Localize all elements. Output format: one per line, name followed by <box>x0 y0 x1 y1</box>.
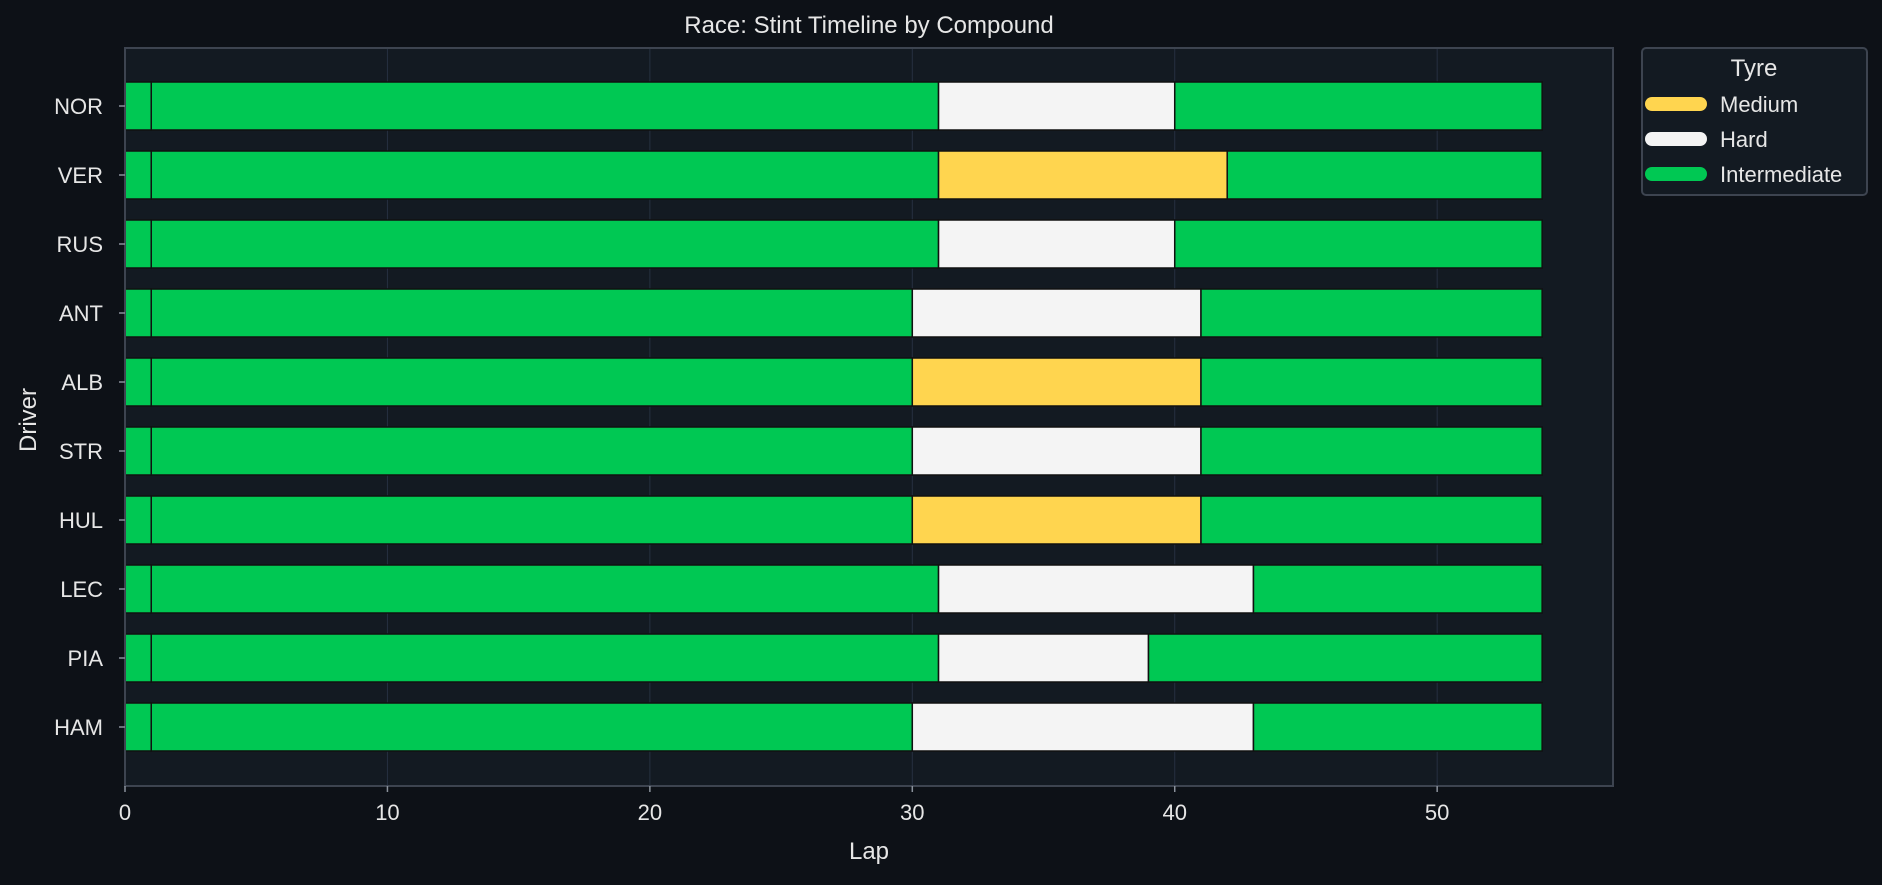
stint-bar <box>911 702 1255 752</box>
stint-bar <box>124 564 152 614</box>
stint-bar <box>124 288 152 338</box>
legend-label: Hard <box>1720 127 1768 152</box>
stint-bar <box>937 564 1255 614</box>
stint-bar <box>1173 219 1543 269</box>
stint-bar <box>124 219 152 269</box>
driver-row-ant <box>124 288 1543 338</box>
stint-bar <box>150 702 914 752</box>
x-tick-label: 50 <box>1425 800 1449 825</box>
stint-bar <box>937 633 1150 683</box>
stint-bar <box>1173 81 1543 131</box>
driver-row-ver <box>124 150 1543 200</box>
stint-bar <box>150 495 914 545</box>
x-axis-ticks: 0 10 20 30 40 50 <box>119 786 1449 825</box>
stint-bar <box>937 150 1228 200</box>
driver-row-nor <box>124 81 1543 131</box>
driver-row-ham <box>124 702 1543 752</box>
y-tick-label: NOR <box>54 94 103 119</box>
legend-entry: Hard <box>1645 127 1768 152</box>
stint-bar <box>1200 357 1543 407</box>
stint-bar <box>1147 633 1543 683</box>
x-tick-label: 0 <box>119 800 131 825</box>
legend-entry: Intermediate <box>1645 162 1842 187</box>
stint-bar <box>911 426 1202 476</box>
stint-bar <box>124 426 152 476</box>
x-tick-label: 10 <box>375 800 399 825</box>
legend-entry: Medium <box>1645 92 1798 117</box>
legend-title: Tyre <box>1731 55 1778 82</box>
legend: Tyre Medium Hard Intermediate <box>1641 47 1868 196</box>
legend-label: Intermediate <box>1720 162 1842 187</box>
stint-bar <box>911 288 1202 338</box>
y-axis-label: Driver <box>15 388 42 452</box>
y-tick-label: STR <box>59 439 103 464</box>
y-axis-ticks: NOR VER RUS ANT ALB STR HUL LEC PIA HAM <box>54 94 125 740</box>
legend-label: Medium <box>1720 92 1798 117</box>
stint-bar <box>150 633 940 683</box>
x-tick-label: 20 <box>638 800 662 825</box>
stint-bar <box>937 81 1176 131</box>
legend-entries: Medium Hard Intermediate <box>1645 92 1842 187</box>
driver-row-lec <box>124 564 1543 614</box>
stint-bar <box>150 357 914 407</box>
stint-bar <box>150 219 940 269</box>
x-axis-label: Lap <box>849 838 889 865</box>
stint-bar <box>124 357 152 407</box>
driver-row-rus <box>124 219 1543 269</box>
driver-row-pia <box>124 633 1543 683</box>
plot-frame <box>124 47 1614 787</box>
stint-bar <box>937 219 1176 269</box>
stint-bar <box>1200 495 1543 545</box>
stint-bar <box>150 288 914 338</box>
y-tick-label: ANT <box>59 301 103 326</box>
stint-bar <box>150 564 940 614</box>
legend-frame <box>1641 47 1868 196</box>
stint-bar <box>124 81 152 131</box>
stint-bar <box>1200 426 1543 476</box>
stint-bar <box>124 495 152 545</box>
stint-bar <box>150 81 940 131</box>
stint-bar <box>124 633 152 683</box>
stint-bar <box>911 495 1202 545</box>
bars-layer <box>124 81 1543 752</box>
driver-row-str <box>124 426 1543 476</box>
driver-row-hul <box>124 495 1543 545</box>
stint-bar <box>150 150 940 200</box>
stint-bar <box>1200 288 1543 338</box>
y-tick-label: HUL <box>59 508 103 533</box>
stint-bar <box>124 702 152 752</box>
y-tick-label: LEC <box>60 577 103 602</box>
stint-bar <box>911 357 1202 407</box>
y-tick-label: VER <box>58 163 103 188</box>
stint-bar <box>1252 564 1543 614</box>
stint-bar <box>150 426 914 476</box>
x-tick-label: 40 <box>1162 800 1186 825</box>
chart-title: Race: Stint Timeline by Compound <box>684 12 1054 39</box>
stint-bar <box>1252 702 1543 752</box>
stint-bar <box>124 150 152 200</box>
driver-row-alb <box>124 357 1543 407</box>
stint-bar <box>1226 150 1543 200</box>
y-tick-label: PIA <box>68 646 104 671</box>
x-tick-label: 30 <box>900 800 924 825</box>
y-tick-label: RUS <box>57 232 103 257</box>
y-tick-label: ALB <box>61 370 103 395</box>
y-tick-label: HAM <box>54 715 103 740</box>
